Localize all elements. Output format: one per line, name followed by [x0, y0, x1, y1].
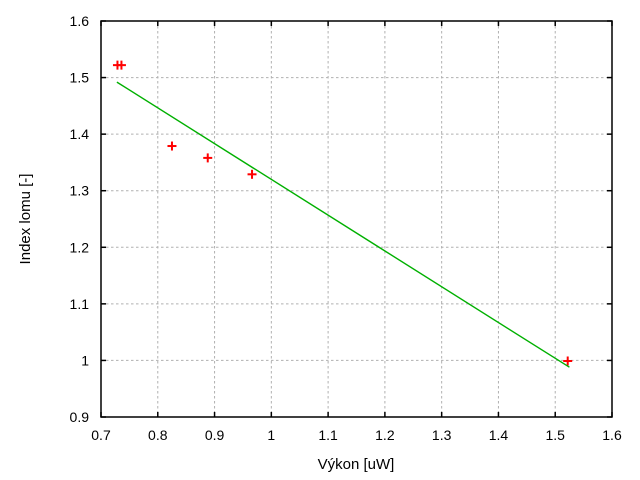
- plot-area: 0.7 0.8 0.9 1 1.1 1.2 1.3 1.4 1.5 1.6 0.9 1 1.1 1.2 1.…: [70, 13, 622, 443]
- y-tick-label: 1.5: [70, 70, 90, 86]
- y-tick-label: 1.3: [70, 183, 90, 199]
- x-tick-label: 1: [267, 427, 275, 443]
- y-tick-label: 1.1: [70, 296, 90, 312]
- x-tick-label: 1.2: [375, 427, 395, 443]
- linear-fit-line: [116, 81, 570, 368]
- x-tick-label: 1.4: [489, 427, 509, 443]
- x-tick-label: 1.3: [432, 427, 452, 443]
- x-tick-label: 0.7: [91, 427, 111, 443]
- plot-border: [100, 20, 613, 418]
- y-tick-label: 0.9: [70, 409, 90, 425]
- x-tick-label: 0.8: [148, 427, 168, 443]
- y-tick-label: 1: [81, 352, 89, 368]
- x-tick-label: 1.5: [545, 427, 565, 443]
- x-axis-title: Výkon [uW]: [318, 456, 395, 473]
- y-tick-label: 1.2: [70, 239, 90, 255]
- x-tick-label: 1.6: [602, 427, 622, 443]
- y-tick-label: 1.6: [70, 13, 90, 29]
- y-axis-title: Index lomu [-]: [17, 174, 34, 265]
- y-tick-label: 1.4: [70, 126, 90, 142]
- x-tick-label: 0.9: [205, 427, 225, 443]
- x-tick-label: 1.1: [318, 427, 338, 443]
